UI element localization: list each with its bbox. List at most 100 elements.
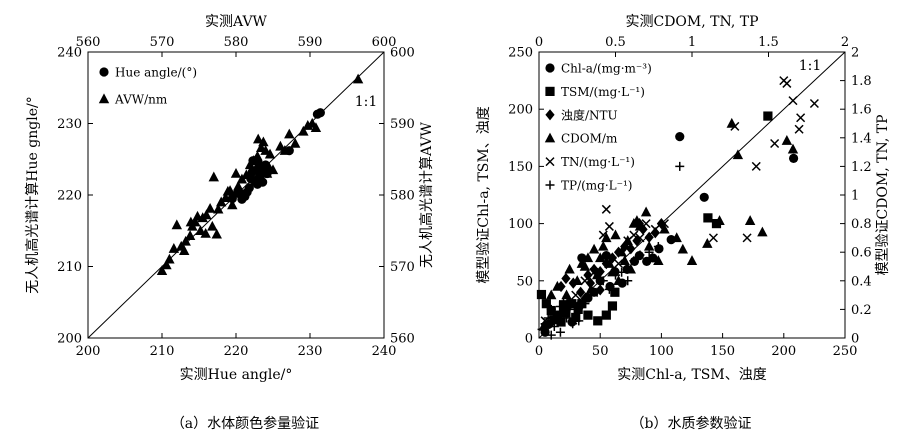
panel-a-triangle-point	[230, 167, 242, 178]
panel-b-plus-point	[565, 304, 575, 314]
panel-a-y2-tick-label: 590	[390, 117, 415, 132]
panel-b-y-tick-label: 0	[525, 332, 533, 347]
panel-b-circle-point	[699, 192, 709, 202]
panel-b-cross-point	[617, 247, 627, 257]
panel-b-diamond-point	[644, 231, 654, 243]
panel-b-triangle-point	[787, 143, 799, 154]
panel-b-x-tick-label: 50	[592, 344, 609, 359]
panel-b-plus-point	[540, 319, 550, 329]
panel-a-triangle-point	[258, 136, 269, 147]
panel-a-triangle-point	[264, 148, 276, 159]
panel-b-diamond-point	[595, 284, 605, 296]
panel-b-square-point	[703, 213, 713, 223]
panel-a-triangle-point	[250, 175, 262, 186]
panel-b-diamond-point	[561, 272, 571, 285]
panel-a-y-tick-label: 230	[57, 117, 82, 132]
panel-b-legend-marker-triangle	[544, 132, 556, 143]
panel-b-y2-tick-label: 0.6	[851, 246, 872, 261]
panel-a-x-tick-label: 210	[150, 344, 175, 359]
panel-b-x2-tick-label: 0.5	[605, 35, 626, 50]
panel-b-square-point	[607, 301, 618, 311]
panel-a-triangle-point	[252, 150, 263, 161]
panel-b-triangle-point	[582, 252, 594, 263]
panel-b-cross-point	[788, 96, 798, 106]
panel-a-triangle-point	[195, 225, 206, 235]
panel-b-diamond-point	[626, 243, 636, 255]
panel-b-legend-marker-square	[545, 86, 555, 96]
panel-b-cross-point	[589, 267, 599, 277]
panel-b-triangle-point	[677, 243, 689, 254]
panel-b-square-point	[583, 310, 593, 320]
panel-a-x2-tick-label: 590	[298, 35, 323, 50]
panel-b-x2-tick-label: 2	[841, 35, 849, 50]
panel-b-cross-point	[650, 224, 660, 234]
panel-b-plus-point	[562, 313, 572, 323]
panel-b-plus-point	[586, 290, 596, 300]
panel-b-y2-tick-label: 1.2	[851, 160, 872, 175]
panel-a-x2-tick-label: 570	[150, 35, 175, 50]
panel-a-triangle-point	[161, 259, 172, 270]
panel-b-x-tick-label: 100	[649, 344, 674, 359]
panel-b-cross-point	[604, 221, 614, 231]
panel-a-x2-tick-label: 560	[76, 35, 101, 50]
panel-a-triangle-point	[233, 180, 244, 191]
panel-b-y2-tick-label: 0.4	[851, 274, 872, 289]
panel-a-triangle-point	[222, 185, 234, 196]
panel-b-plus-point	[546, 330, 556, 340]
panel-b-triangle-point	[625, 263, 636, 274]
panel-b-triangle-point	[659, 223, 670, 234]
panel-b-square-point	[593, 316, 603, 326]
panel-b-square-point	[561, 308, 571, 318]
panel-b-diamond-point	[650, 227, 660, 239]
panel-a-triangle-point	[238, 189, 249, 200]
panel-a-x-tick-label: 200	[76, 344, 101, 359]
panel-b-triangle-point	[579, 260, 591, 271]
panel-b-x-tick-label: 250	[833, 344, 858, 359]
panel-b-legend-label: TN/(mg·L⁻¹)	[561, 155, 635, 169]
panel-b-x-tick-label: 150	[710, 344, 735, 359]
panel-b-triangle-point	[588, 243, 600, 254]
panel-a-triangle-point	[201, 209, 212, 220]
panel-a-triangle-point	[213, 203, 224, 214]
panel-b-legend-label: TP/(mg·L⁻¹)	[561, 179, 632, 193]
panel-b-y-tick-label: 50	[516, 274, 533, 289]
panel-b-triangle-point	[702, 238, 713, 248]
panel-b-y-tick-label: 250	[508, 46, 533, 61]
panel-b-y-tick-label: 200	[508, 103, 533, 118]
panel-b-legend-label: CDOM/m	[561, 132, 618, 146]
panel-b-triangle-point	[714, 215, 725, 225]
panel-b-y2-tick-label: 1.8	[851, 74, 872, 89]
panel-b-plus-point	[611, 270, 620, 280]
panel-b-triangle-point	[781, 135, 793, 145]
panel-a-triangle-point	[184, 230, 196, 240]
panel-b-legend-label: TSM/(mg·L⁻¹)	[561, 85, 645, 99]
panel-b-cross-point	[708, 233, 718, 243]
panel-b-triangle-point	[647, 252, 658, 263]
panel-a-y-tick-label: 220	[57, 189, 82, 204]
panel-b-legend-marker-cross	[545, 157, 555, 167]
panel-b-square-point	[573, 304, 583, 314]
panel-a-y-tick-label: 200	[57, 332, 82, 347]
panel-a-y2-tick-label: 570	[390, 260, 415, 275]
panel-a-triangle-point	[207, 220, 218, 231]
panel-a-triangle-point	[200, 228, 211, 238]
panel-b-triangle-point	[604, 258, 615, 268]
panel-b-triangle-point	[572, 275, 583, 285]
panel-a-x-tick-label: 240	[372, 344, 397, 359]
panel-b-triangle-point	[686, 255, 698, 265]
panel-b-x2-tick-label: 1.5	[758, 35, 779, 50]
panel-b-triangle-point	[595, 252, 606, 263]
panel-a-triangle-point	[156, 265, 168, 275]
panel-b-y2-tick-label: 1	[851, 189, 859, 204]
panel-a-triangle-point	[284, 128, 295, 139]
panel-b-cross-point	[635, 233, 645, 243]
panel-a-y-tick-label: 210	[57, 260, 82, 275]
panel-b-triangle-point	[671, 232, 682, 243]
panel-b-plus-point	[549, 322, 559, 332]
panel-b-diamond-point	[580, 292, 591, 304]
panel-a-y2-tick-label: 580	[390, 189, 415, 204]
panel-b-plus-point	[675, 161, 685, 171]
panel-b-square-point	[763, 111, 773, 121]
panel-b-square-point	[610, 287, 620, 297]
panel-b-triangle-point	[564, 263, 575, 274]
